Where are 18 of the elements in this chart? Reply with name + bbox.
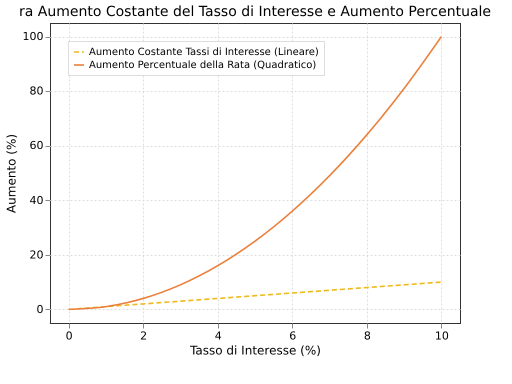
legend-label: Aumento Costante Tassi di Interesse (Lineare) bbox=[89, 47, 319, 58]
x-tick-label: 8 bbox=[364, 330, 371, 342]
x-tick-label: 6 bbox=[289, 330, 296, 342]
y-tick-label: 0 bbox=[36, 302, 44, 316]
y-tick-label: 100 bbox=[22, 30, 44, 44]
chart-title: ra Aumento Costante del Tasso di Interesse e Aumento Percentuale bbox=[18, 4, 492, 20]
legend-label: Aumento Percentuale della Rata (Quadratico) bbox=[89, 60, 316, 71]
line-series bbox=[68, 36, 442, 310]
x-tick-label: 4 bbox=[214, 330, 222, 342]
x-tick-label: 2 bbox=[140, 330, 148, 342]
x-tick-label: 0 bbox=[66, 330, 73, 342]
y-tick-label: 60 bbox=[30, 139, 44, 152]
y-tick-label: 80 bbox=[30, 84, 44, 98]
x-tick-label: 10 bbox=[434, 330, 449, 342]
y-tick-label: 20 bbox=[30, 248, 44, 262]
y-axis-title: Aumento (%) bbox=[4, 134, 19, 214]
y-tick-label: 40 bbox=[30, 194, 44, 207]
x-axis-title: Tasso di Interesse (%) bbox=[189, 344, 321, 358]
